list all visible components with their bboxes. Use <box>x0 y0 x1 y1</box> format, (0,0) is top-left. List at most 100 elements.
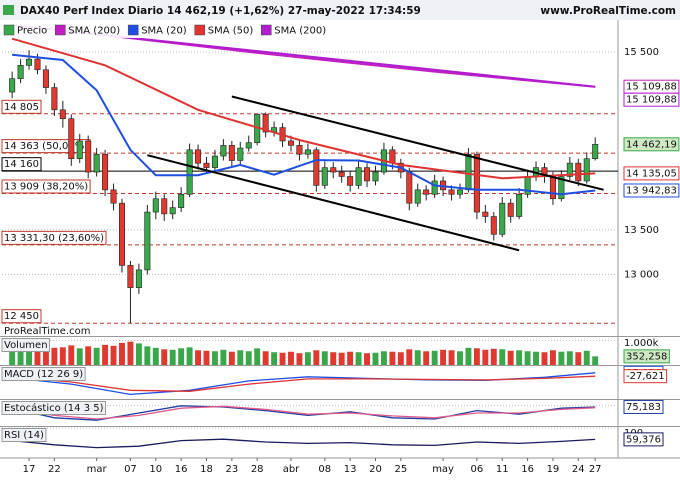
last-value-label-bg <box>623 166 680 181</box>
volume-bar <box>144 346 151 365</box>
candle-body <box>237 147 244 161</box>
candle-body <box>313 149 320 186</box>
volume-bar <box>245 351 252 365</box>
last-value-label-bg <box>623 92 680 107</box>
x-tick-label: 22 <box>48 464 61 475</box>
x-tick-label: 13 <box>344 464 357 475</box>
header-title: DAX40 Perf Index Diario 14 462,19 (+1,62… <box>20 5 421 17</box>
candle-body <box>169 207 176 215</box>
volume-bar <box>414 350 421 365</box>
candle-body <box>389 149 396 164</box>
x-tick-label: 28 <box>251 464 264 475</box>
candle-body <box>26 58 33 66</box>
legend-bg <box>0 22 300 38</box>
candle-body <box>423 189 430 195</box>
header-site: www.ProRealTime.com <box>540 5 676 17</box>
volume-bar <box>465 347 472 365</box>
x-tick-label: mar <box>87 464 108 475</box>
volume-bar <box>473 348 480 365</box>
last-value-label: 14 135,05 <box>626 168 677 179</box>
legend-label: Precio <box>17 26 47 37</box>
volume-bar <box>152 347 159 365</box>
volume-bar <box>9 351 16 365</box>
last-value-label-box: 14 135,05 <box>623 166 680 181</box>
x-tick-label: 24 <box>572 464 585 475</box>
volume-bar <box>203 350 210 365</box>
candle-body <box>118 202 125 266</box>
legend-label: SMA (20) <box>141 26 187 37</box>
volume-bar <box>397 352 404 365</box>
volume-bar <box>237 350 244 365</box>
last-value-label-bg <box>623 399 664 414</box>
volume-bar <box>127 341 134 365</box>
sma-line <box>11 53 596 196</box>
candle-body <box>338 171 345 177</box>
last-value-label-box: 15 109,88 <box>623 92 680 107</box>
last-value-label-box: 352,258 <box>623 349 670 364</box>
volume-bar <box>431 350 438 365</box>
legend-swatch <box>194 24 205 36</box>
volume-bar <box>169 349 176 365</box>
panel-title-bg <box>1 401 107 415</box>
x-tick-label: 18 <box>200 464 213 475</box>
volume-bar <box>42 349 49 365</box>
volume-bar <box>254 348 261 365</box>
volume-bar <box>68 345 75 365</box>
candle-body <box>93 153 100 173</box>
volume-bar <box>195 350 201 365</box>
volume-bar <box>85 346 92 365</box>
volume-bar <box>34 350 41 365</box>
candle-body <box>473 153 480 213</box>
candle-body <box>287 140 294 146</box>
candle-body <box>414 189 421 204</box>
indicator-line <box>12 375 596 392</box>
volume-bar <box>558 351 565 365</box>
last-value-label-box: 14 462,19 <box>623 137 680 152</box>
x-tick-label: 27 <box>589 464 602 475</box>
volume-bar <box>355 352 362 365</box>
volume-bar <box>296 353 303 365</box>
volume-bar <box>262 351 269 365</box>
level-label: 13 331,30 (23,60%) <box>4 233 104 244</box>
volume-bar <box>541 352 548 365</box>
x-tick-label: 11 <box>496 464 509 475</box>
volume-bar <box>271 352 278 365</box>
x-tick-label: 07 <box>124 464 137 475</box>
panel-title-box: MACD (12 26 9) <box>1 367 86 381</box>
panel-title-box: Volumen <box>1 338 51 352</box>
volume-bar <box>93 347 100 365</box>
y-tick-label: 1.000k <box>624 338 659 349</box>
level-label: 14 805 <box>4 102 39 113</box>
level-label-box: 13 331,30 (23,60%) <box>1 230 107 245</box>
last-value-label-bg <box>623 432 664 447</box>
candle-body <box>558 176 565 200</box>
candle-body <box>465 153 472 191</box>
volume-bar <box>516 350 523 365</box>
panel-title: Volumen <box>4 340 48 351</box>
last-value-label-bg <box>623 183 680 198</box>
candle-body <box>68 118 75 160</box>
candle-body <box>592 143 599 160</box>
candle-body <box>9 78 16 93</box>
last-value-label: 59,376 <box>626 434 661 445</box>
indicator-line <box>12 405 596 420</box>
candle-body <box>17 65 24 79</box>
candle-body <box>161 198 168 215</box>
volume-bar <box>482 349 489 365</box>
volume-bar <box>583 350 590 365</box>
volume-bar <box>575 352 582 365</box>
y-tick-label: 13 500 <box>624 225 659 236</box>
candle-body <box>59 109 66 120</box>
watermark: ProRealTime.com <box>4 326 90 337</box>
volume-bar <box>220 349 227 365</box>
last-value-label-bg <box>623 369 668 384</box>
candle-body <box>499 202 506 235</box>
candle-body <box>127 265 134 288</box>
level-label-box: 14 805 <box>1 99 42 114</box>
candle-body <box>34 58 41 71</box>
x-tick-label: 25 <box>394 464 407 475</box>
candle-body <box>135 269 142 288</box>
indicator-line <box>12 438 596 449</box>
candle-body <box>330 167 337 173</box>
